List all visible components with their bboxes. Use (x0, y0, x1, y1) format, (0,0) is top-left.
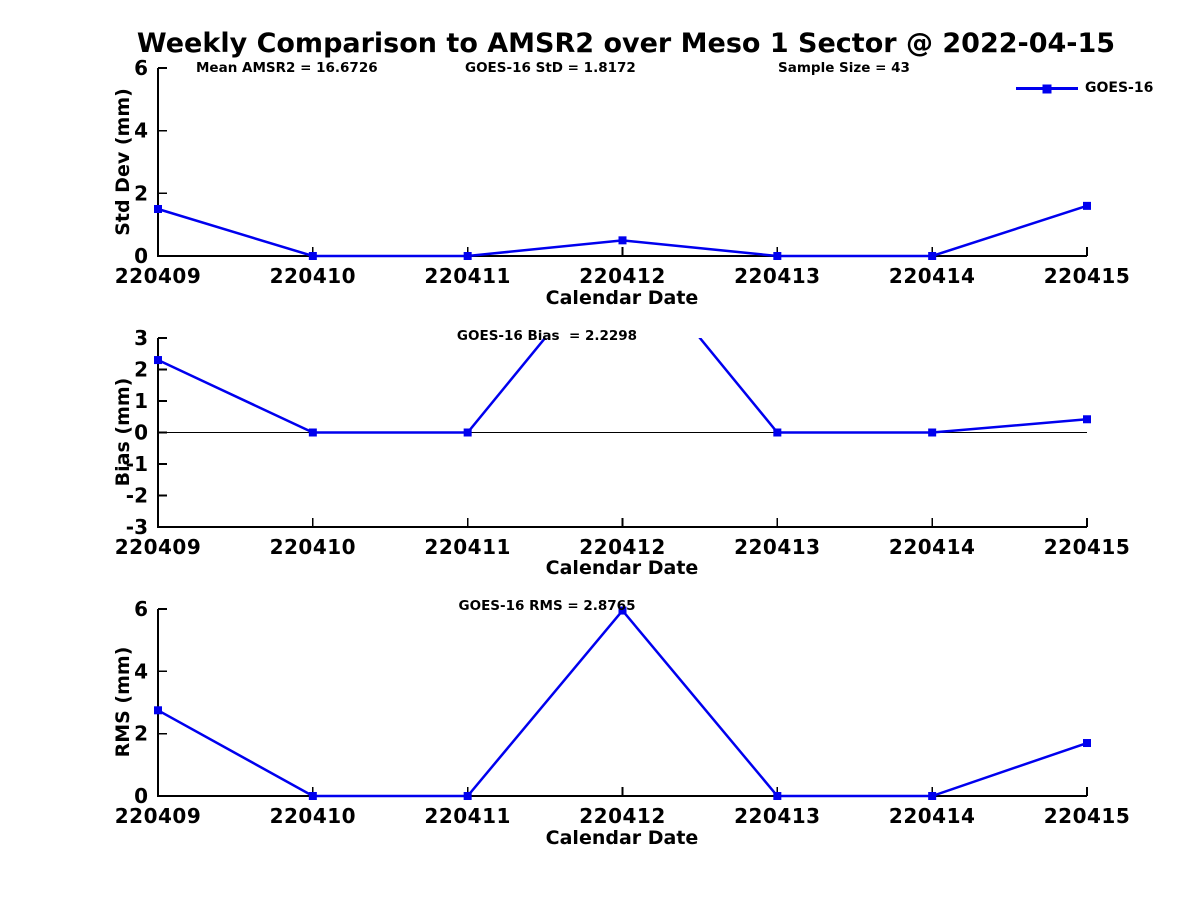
y-tick-label: 2 (134, 722, 148, 746)
data-marker (308, 428, 317, 437)
y-tick-label: -1 (126, 452, 148, 476)
data-marker (1083, 739, 1091, 748)
y-tick-label: 4 (134, 659, 148, 683)
x-tick-label: 220413 (734, 804, 821, 828)
x-tick-label: 220412 (579, 804, 666, 828)
data-marker (928, 792, 937, 800)
y-tick-label: -2 (126, 484, 148, 508)
annotation-goes16-rms: GOES-16 RMS = 2.8765 (458, 598, 636, 614)
chart-title: Weekly Comparison to AMSR2 over Meso 1 S… (136, 28, 1116, 59)
x-tick-label: 220415 (1044, 535, 1131, 559)
legend-square-marker-icon (1042, 84, 1052, 93)
legend: GOES-16 (1016, 80, 1153, 97)
data-marker (154, 356, 162, 365)
x-tick-label: 220415 (1044, 264, 1131, 288)
y-tick-label: 2 (134, 181, 148, 205)
data-marker (463, 428, 472, 437)
xlabel-calendar-date-top: Calendar Date (545, 287, 699, 309)
ylabel-bias: Bias (mm) (112, 377, 134, 487)
x-tick-label: 220412 (579, 535, 666, 559)
y-tick-label: 1 (134, 389, 148, 413)
data-marker (928, 252, 937, 260)
y-tick-label: 0 (134, 244, 148, 268)
annotation-goes16-std: GOES-16 StD = 1.8172 (465, 60, 636, 76)
data-marker (1083, 201, 1091, 210)
x-tick-label: 220411 (424, 264, 511, 288)
data-marker (773, 252, 782, 260)
subplot-std-dev: 0 2 4 6 220409 220410 220411 220412 220413 220414… (115, 56, 1131, 288)
y-tick-label: 0 (134, 784, 148, 808)
data-marker (773, 428, 782, 437)
x-tick-label: 220409 (115, 535, 202, 559)
x-tick-label: 220411 (424, 804, 511, 828)
data-marker (618, 606, 627, 615)
legend-label: GOES-16 (1085, 80, 1154, 96)
annotation-mean-amsr2: Mean AMSR2 = 16.6726 (196, 60, 378, 76)
x-tick-label: 220409 (115, 804, 202, 828)
x-tick-label: 220409 (115, 264, 202, 288)
data-marker (463, 792, 472, 800)
x-tick-label: 220410 (270, 535, 357, 559)
x-tick-label: 220413 (734, 264, 821, 288)
ylabel-rms: RMS (mm) (112, 646, 134, 758)
annotation-sample-size: Sample Size = 43 (778, 60, 910, 76)
x-tick-label: 220410 (270, 804, 357, 828)
x-tick-label: 220414 (889, 804, 976, 828)
xlabel-calendar-date-middle: Calendar Date (545, 557, 699, 579)
goes-16-series-line (157, 609, 1088, 798)
data-marker (154, 205, 162, 213)
data-marker (154, 706, 162, 715)
y-tick-label: 0 (134, 421, 148, 445)
y-tick-label: 6 (134, 597, 148, 621)
xlabel-calendar-date-bottom: Calendar Date (545, 827, 699, 849)
y-tick-label: 4 (134, 119, 148, 143)
y-tick-label: 2 (134, 358, 148, 382)
header-annotations: Mean AMSR2 = 16.6726 GOES-16 StD = 1.817… (0, 60, 1200, 76)
y-tick-label: 3 (134, 326, 148, 350)
data-marker (463, 252, 472, 260)
x-tick-label: 220414 (889, 264, 976, 288)
y-tick-label: -3 (126, 515, 148, 539)
data-marker (773, 792, 782, 800)
data-marker (308, 252, 317, 260)
y-tick-label: 6 (134, 56, 148, 80)
x-tick-label: 220411 (424, 535, 511, 559)
x-tick-label: 220414 (889, 535, 976, 559)
x-tick-label: 220412 (579, 264, 666, 288)
x-tick-label: 220415 (1044, 804, 1131, 828)
data-marker (618, 236, 627, 245)
legend-line-sample (1016, 84, 1078, 93)
x-tick-label: 220410 (270, 264, 357, 288)
data-marker (928, 428, 937, 437)
subplot-rms: 0 2 4 6 220409 220410 220411 220412 220413 220414… (115, 597, 1131, 828)
x-tick-label: 220413 (734, 535, 821, 559)
ylabel-std-dev: Std Dev (mm) (112, 88, 134, 236)
data-marker (1083, 415, 1091, 424)
annotation-goes16-bias: GOES-16 Bias = 2.2298 (456, 328, 638, 344)
data-marker (308, 792, 317, 800)
